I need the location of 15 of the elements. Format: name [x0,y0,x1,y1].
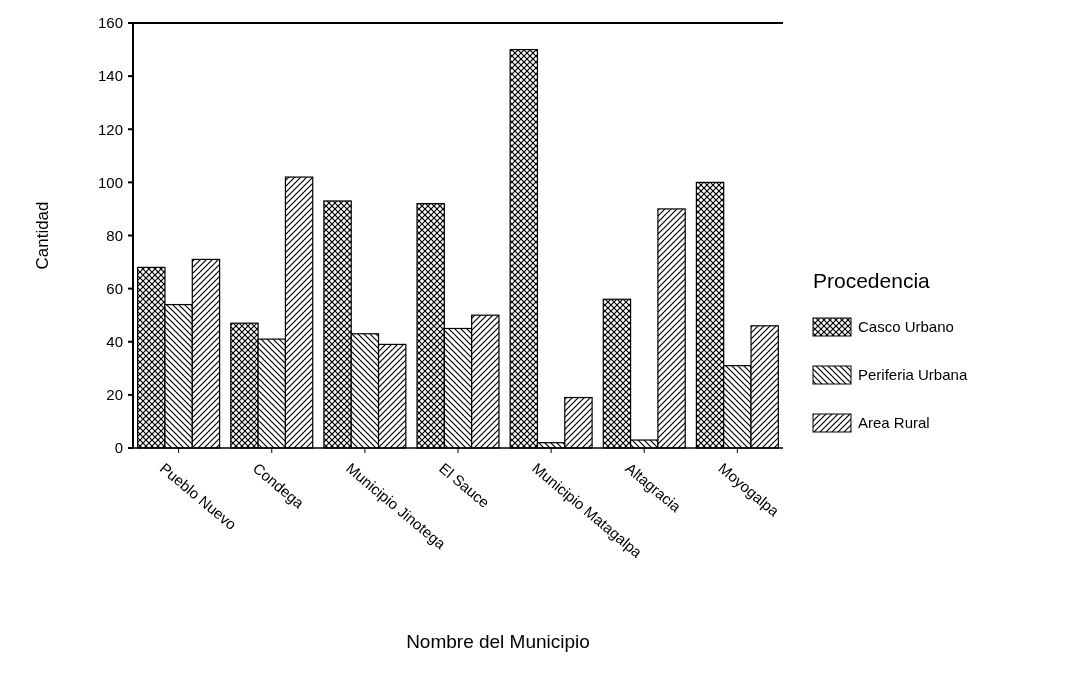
y-tick-label: 80 [106,226,123,244]
legend-label: Casco Urbano [858,318,954,336]
y-tick-label: 140 [97,67,123,85]
y-tick-label: 100 [97,173,123,191]
y-tick-label: 60 [106,279,123,297]
y-axis-title: Cantidad [33,201,52,270]
y-tick-label: 120 [97,120,123,138]
legend-label: Periferia Urbana [858,366,968,384]
y-tick-label: 20 [106,386,123,404]
y-tick-label: 0 [114,439,123,457]
y-tick-label: 40 [106,333,123,350]
legend-title: Procedencia [813,269,931,292]
y-tick-label: 160 [97,14,123,32]
legend-label: Area Rural [858,414,930,432]
x-axis-title: Nombre del Municipio [406,631,590,652]
